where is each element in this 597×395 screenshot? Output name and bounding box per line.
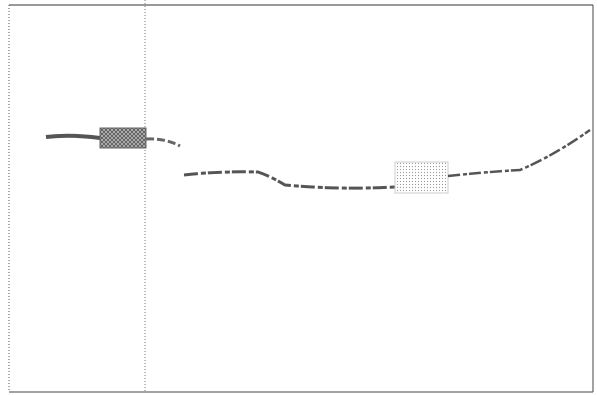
muffler — [99, 127, 147, 149]
pipe — [183, 170, 396, 190]
pipe — [447, 128, 591, 178]
pipe — [145, 137, 181, 148]
pipe — [45, 133, 101, 140]
muffler — [394, 161, 449, 194]
